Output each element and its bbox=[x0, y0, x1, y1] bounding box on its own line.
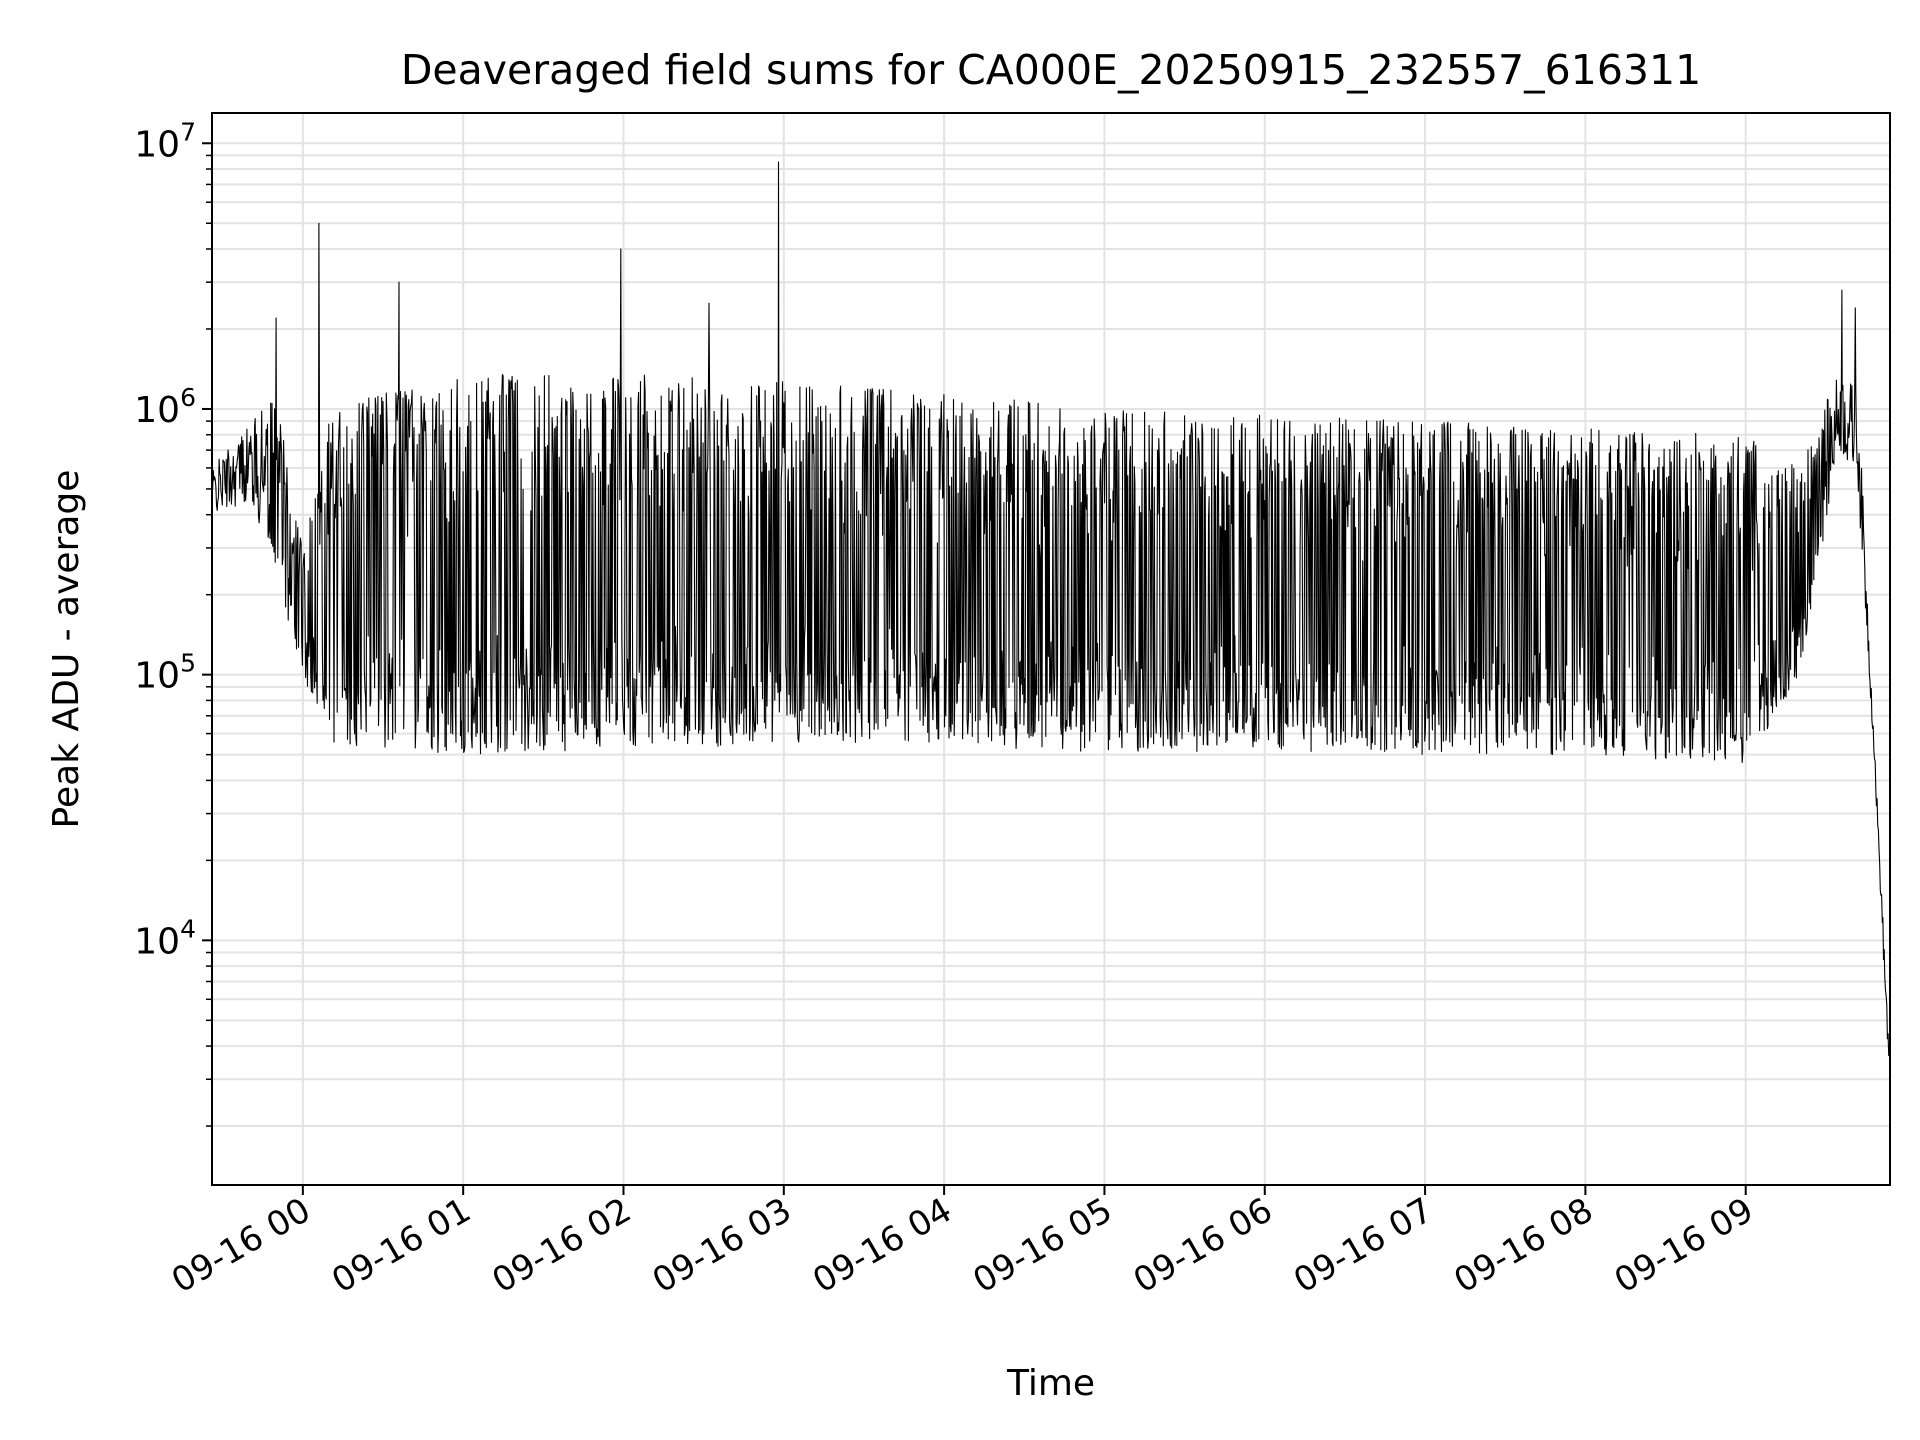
y-axis-label: Peak ADU - average bbox=[46, 470, 87, 829]
y-tick-label: 105 bbox=[134, 649, 196, 697]
y-tick-label: 107 bbox=[134, 117, 196, 165]
chart-title: Deaveraged field sums for CA000E_2025091… bbox=[401, 46, 1701, 94]
plot-frame bbox=[211, 112, 1891, 1186]
data-series bbox=[211, 161, 1891, 1082]
y-tick-label: 104 bbox=[134, 914, 196, 962]
y-tick-label: 106 bbox=[134, 383, 196, 431]
series-line bbox=[211, 161, 1891, 1082]
x-axis-label: Time bbox=[1006, 1363, 1095, 1404]
